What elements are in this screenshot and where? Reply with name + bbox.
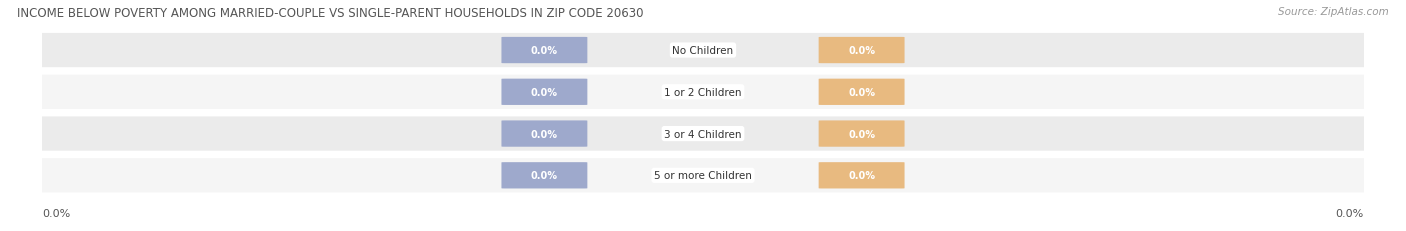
Text: 0.0%: 0.0%	[848, 46, 875, 56]
FancyBboxPatch shape	[818, 79, 904, 106]
FancyBboxPatch shape	[30, 117, 1376, 151]
Text: 0.0%: 0.0%	[531, 87, 558, 97]
Text: 3 or 4 Children: 3 or 4 Children	[664, 129, 742, 139]
FancyBboxPatch shape	[30, 34, 1376, 68]
FancyBboxPatch shape	[30, 158, 1376, 193]
FancyBboxPatch shape	[30, 75, 1376, 109]
Text: INCOME BELOW POVERTY AMONG MARRIED-COUPLE VS SINGLE-PARENT HOUSEHOLDS IN ZIP COD: INCOME BELOW POVERTY AMONG MARRIED-COUPL…	[17, 7, 644, 20]
Text: Source: ZipAtlas.com: Source: ZipAtlas.com	[1278, 7, 1389, 17]
Text: 0.0%: 0.0%	[848, 87, 875, 97]
FancyBboxPatch shape	[818, 38, 904, 64]
FancyBboxPatch shape	[502, 79, 588, 106]
FancyBboxPatch shape	[818, 121, 904, 147]
Text: 0.0%: 0.0%	[531, 46, 558, 56]
FancyBboxPatch shape	[502, 38, 588, 64]
Text: 5 or more Children: 5 or more Children	[654, 170, 752, 181]
Text: No Children: No Children	[672, 46, 734, 56]
Text: 0.0%: 0.0%	[848, 170, 875, 181]
FancyBboxPatch shape	[502, 162, 588, 189]
Text: 1 or 2 Children: 1 or 2 Children	[664, 87, 742, 97]
FancyBboxPatch shape	[818, 162, 904, 189]
Text: 0.0%: 0.0%	[1336, 208, 1364, 218]
Text: 0.0%: 0.0%	[531, 129, 558, 139]
Text: 0.0%: 0.0%	[531, 170, 558, 181]
Text: 0.0%: 0.0%	[42, 208, 70, 218]
Text: 0.0%: 0.0%	[848, 129, 875, 139]
FancyBboxPatch shape	[502, 121, 588, 147]
